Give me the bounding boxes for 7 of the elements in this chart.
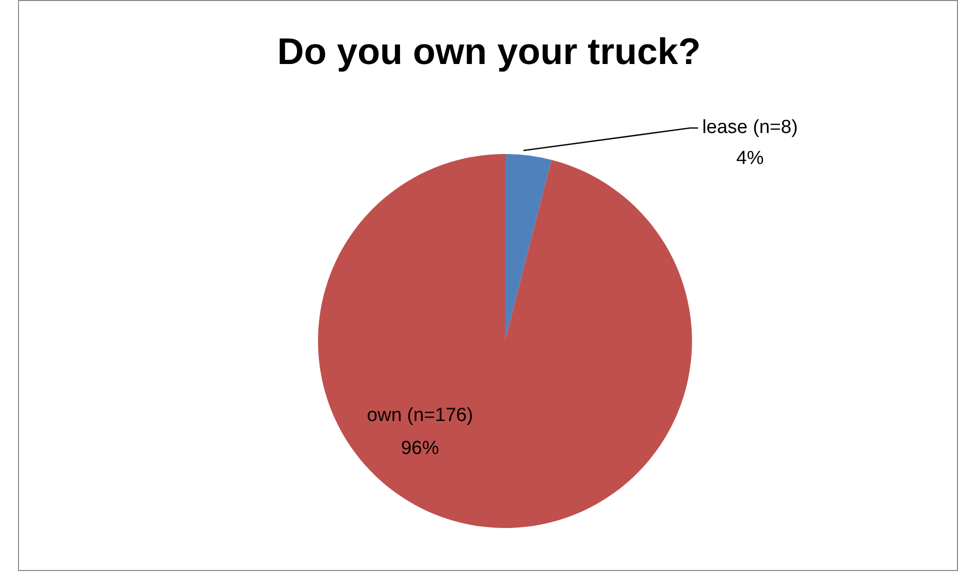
pie-slice <box>318 154 692 528</box>
data-label: 96% <box>400 438 440 459</box>
data-label: 4% <box>736 148 764 169</box>
pie-slice <box>505 154 552 341</box>
chart-title: Do you own your truck? <box>276 31 702 73</box>
slice-label: lease (n=8) <box>702 117 798 138</box>
slice-label: own (n=176) <box>366 405 474 426</box>
